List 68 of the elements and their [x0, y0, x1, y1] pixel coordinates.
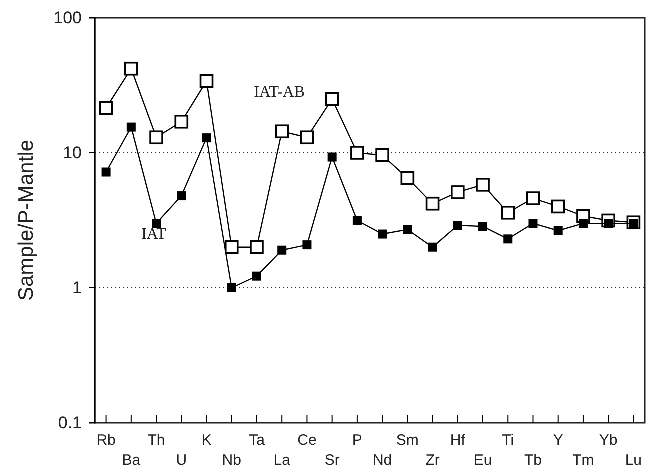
point: [528, 219, 538, 228]
x-tick-label: Ti: [502, 432, 514, 449]
point: [451, 186, 465, 200]
series-label: IAT-AB: [254, 84, 306, 101]
x-tick-label: K: [202, 432, 212, 449]
x-tick-label: Tb: [524, 452, 542, 469]
point: [250, 240, 264, 254]
point: [252, 272, 262, 281]
x-tick-label: Zr: [426, 452, 440, 469]
point: [400, 171, 415, 186]
x-tick-label: Th: [148, 432, 166, 449]
x-tick-label: U: [176, 452, 188, 469]
x-tick-label: Y: [553, 432, 564, 449]
point: [378, 230, 388, 239]
x-tick-label: Yb: [599, 432, 618, 449]
point: [350, 146, 364, 160]
point: [504, 234, 513, 244]
series-label: IAT: [142, 226, 167, 244]
point: [102, 168, 111, 177]
point: [99, 101, 114, 116]
point: [124, 62, 138, 76]
point: [501, 206, 516, 220]
x-tick-label: Ce: [298, 432, 317, 449]
x-tick-label: Nb: [222, 452, 242, 469]
point: [177, 192, 186, 201]
point: [278, 246, 287, 255]
y-tick-label: 100: [54, 8, 82, 28]
y-tick-label: 1: [72, 278, 82, 298]
point: [126, 122, 136, 132]
point: [325, 92, 340, 106]
point: [275, 124, 289, 139]
y-tick-label: 0.1: [58, 413, 82, 432]
point: [403, 225, 412, 234]
x-tick-label: Nd: [372, 452, 392, 469]
point: [152, 219, 162, 228]
point: [526, 192, 540, 206]
x-tick-label: Lu: [625, 452, 642, 469]
point: [300, 130, 314, 145]
point: [551, 200, 566, 214]
x-tick-label: Ba: [122, 452, 142, 469]
y-axis-title: Sample/P-Mantle: [15, 140, 38, 302]
x-tick-label: Hf: [450, 432, 466, 449]
point: [376, 148, 390, 162]
point: [578, 219, 588, 228]
x-tick-label: Ta: [249, 432, 266, 449]
point: [150, 130, 164, 145]
point: [174, 114, 189, 129]
point: [224, 240, 239, 254]
point: [426, 196, 440, 211]
point: [328, 152, 337, 162]
point: [302, 240, 312, 250]
point: [352, 216, 362, 226]
x-tick-label: Eu: [474, 452, 492, 469]
x-tick-label: Sr: [324, 452, 340, 469]
x-tick-label: Rb: [96, 432, 116, 449]
point: [202, 134, 212, 143]
point: [227, 284, 236, 292]
x-tick-label: Tm: [572, 452, 594, 469]
point: [453, 221, 462, 230]
point: [200, 74, 214, 88]
y-tick-label: 10: [63, 143, 82, 162]
point: [554, 226, 563, 236]
point: [476, 178, 490, 192]
point: [428, 242, 438, 252]
point: [478, 222, 488, 232]
x-tick-label: La: [274, 452, 292, 469]
x-tick-label: Sm: [396, 432, 419, 449]
x-tick-label: P: [352, 432, 362, 449]
